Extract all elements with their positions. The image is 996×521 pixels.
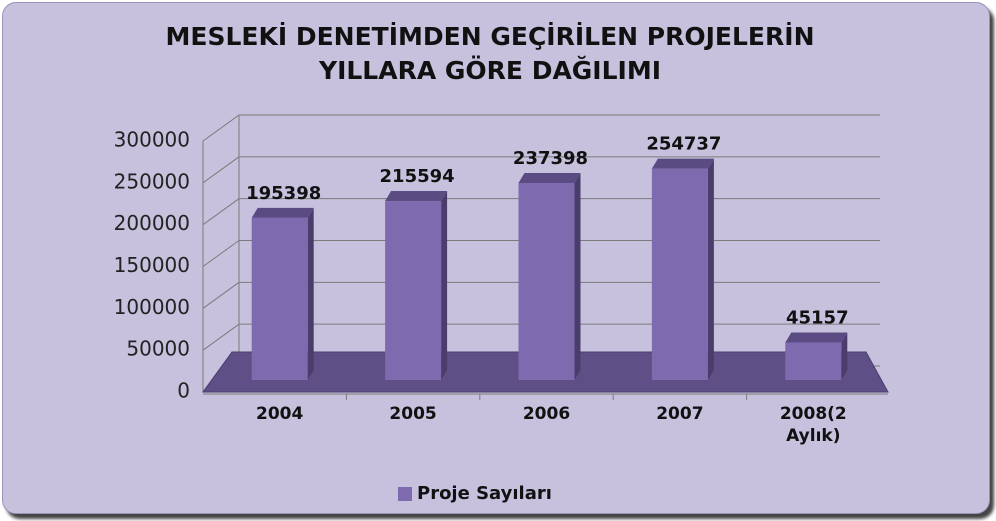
legend-swatch [398, 487, 412, 501]
bar-side [841, 332, 848, 380]
bar [785, 342, 842, 380]
y-tick-label: 0 [177, 379, 190, 403]
y-tick-label: 300000 [114, 128, 190, 152]
grid-line-side [202, 156, 240, 184]
y-tick-label: 200000 [114, 211, 190, 235]
bar-side [307, 207, 314, 380]
grid-line-side [202, 240, 240, 267]
bar [518, 182, 575, 380]
x-tick-label: 2006 [522, 404, 571, 424]
bar-top [651, 158, 714, 169]
grid-line-side [202, 198, 240, 226]
chart-background [2, 2, 990, 514]
grid-line-side [202, 114, 240, 142]
data-label: 195398 [246, 183, 321, 204]
bar-top [785, 332, 848, 343]
bar [251, 217, 308, 380]
data-label: 237398 [513, 148, 588, 169]
bar [651, 168, 708, 380]
data-label: 254737 [646, 134, 721, 155]
x-tick-label: 2005 [389, 404, 437, 424]
bar-side [574, 172, 581, 380]
bar-side [707, 158, 714, 380]
data-label: 45157 [786, 308, 849, 329]
x-tick-label: 2007 [656, 404, 704, 424]
bar-side [441, 191, 448, 380]
bar-top [518, 172, 581, 183]
data-label: 215594 [380, 166, 455, 187]
grid-line-side [202, 323, 240, 351]
bar-top [385, 191, 448, 202]
grid-line-side [202, 281, 240, 309]
chart-title: MESLEKİ DENETİMDEN GEÇİRİLEN PROJELERİN … [165, 22, 815, 85]
x-tick-label: 2008(2 Aylık) [779, 404, 847, 446]
y-tick-label: 250000 [114, 169, 190, 193]
y-tick-label: 50000 [126, 337, 190, 361]
bar-top [251, 207, 314, 218]
bar [385, 201, 442, 380]
x-tick-label: 2004 [256, 404, 304, 424]
y-tick-label: 150000 [114, 253, 190, 277]
legend-label: Proje Sayıları [417, 483, 552, 504]
y-tick-label: 100000 [114, 295, 190, 319]
